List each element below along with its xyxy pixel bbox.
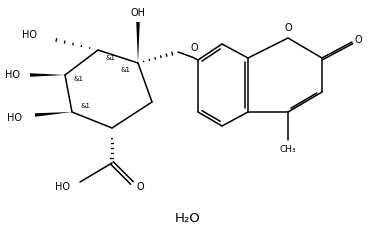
Polygon shape <box>30 73 65 77</box>
Text: &1: &1 <box>74 76 84 82</box>
Text: HO: HO <box>22 30 37 40</box>
Text: OH: OH <box>131 8 145 18</box>
Text: &1: &1 <box>121 67 131 73</box>
Text: O: O <box>136 182 144 192</box>
Text: HO: HO <box>7 113 22 123</box>
Polygon shape <box>35 112 72 117</box>
Text: O: O <box>354 35 362 45</box>
Text: HO: HO <box>55 182 70 192</box>
Text: &1: &1 <box>106 55 116 61</box>
Text: &1: &1 <box>81 103 91 109</box>
Text: CH₃: CH₃ <box>280 144 296 153</box>
Text: O: O <box>284 23 292 33</box>
Text: O: O <box>190 43 198 53</box>
Text: HO: HO <box>5 70 20 80</box>
Polygon shape <box>136 22 140 63</box>
Text: H₂O: H₂O <box>175 211 201 224</box>
